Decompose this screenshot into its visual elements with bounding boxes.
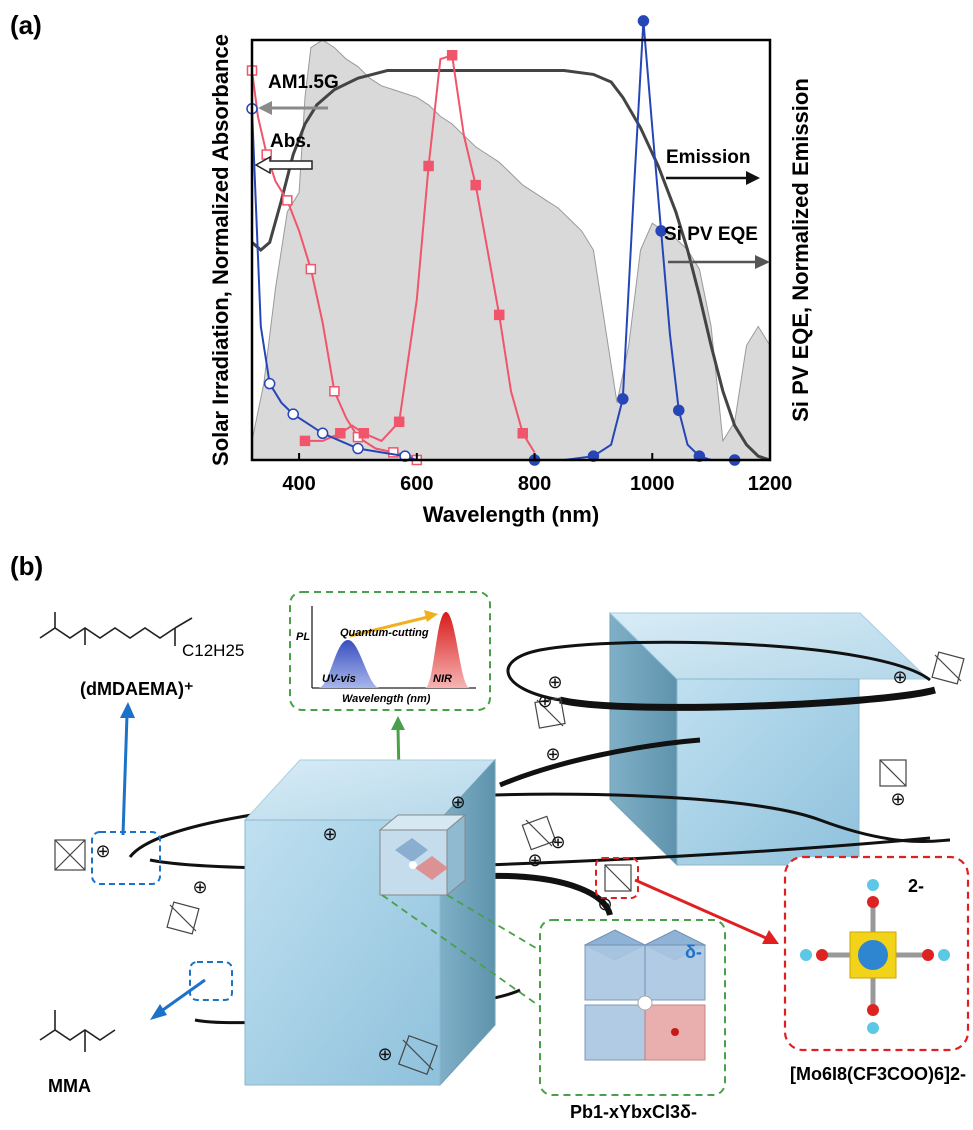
series-2-point [388, 447, 399, 458]
plus-charge-icon: ⊕ [95, 841, 110, 861]
plus-charge-icon: ⊕ [550, 832, 565, 852]
series-line-3 [305, 53, 536, 453]
series-line-5 [534, 20, 770, 461]
series-4-point [316, 427, 329, 440]
lattice-subcube [378, 813, 467, 897]
am15g-arrow [258, 101, 328, 115]
plus-charge-icon: ⊕ [450, 792, 465, 812]
series-4-point [352, 442, 364, 455]
mma-arrow [150, 978, 206, 1020]
am15g-label: AM1.5G [268, 72, 339, 93]
series-4-point [263, 377, 276, 390]
plus-charge-icon: ⊕ [597, 894, 612, 914]
series-2-point [329, 386, 340, 397]
series-2-point [282, 195, 293, 206]
series-3-point [493, 309, 505, 321]
x-axis-title: Wavelength (nm) [423, 502, 599, 527]
series-5-point [637, 15, 650, 27]
series-line-4 [251, 108, 418, 461]
pbybcl-inset [539, 919, 726, 1096]
series-3-point [517, 428, 529, 439]
cation-highlight-top [91, 831, 161, 885]
mo-cluster-inset [783, 855, 970, 1052]
y-axis-title-right: Si PV EQE, Normalized Emission [788, 78, 813, 422]
mo-arrow [634, 878, 779, 944]
series-4-point [287, 408, 299, 420]
dmdaema-arrow [120, 702, 135, 836]
quantum-cutting-inset [289, 591, 491, 711]
anion-highlight [595, 857, 639, 899]
series-2-point [305, 263, 317, 275]
eqe-arrow [668, 255, 770, 269]
x-tick-label: 1000 [630, 473, 675, 495]
abs-arrow [254, 155, 313, 175]
solar-spectrum-fill [251, 39, 771, 461]
panel-a-label: (a) [10, 10, 42, 40]
plus-charge-icon: ⊕ [322, 824, 337, 844]
delta-minus-label: δ- [685, 942, 702, 962]
mo-formula-label: [Mo6I8(CF3COO)6]2- [790, 1064, 966, 1084]
plus-charge-icon: ⊕ [527, 850, 542, 870]
solar-spectrum-area [251, 39, 771, 461]
mma-structure [39, 1010, 116, 1052]
x-tick-label: 1200 [748, 473, 793, 495]
plus-charge-icon: ⊕ [890, 789, 905, 809]
plus-charge-icon: ⊕ [545, 744, 560, 764]
x-axis-ticks: 400 600 800 1000 1200 [282, 453, 792, 495]
plus-charge-icon: ⊕ [547, 672, 562, 692]
series-3-point [299, 435, 311, 447]
series-5-point [655, 225, 667, 237]
y-axis-title-left: Solar Irradiation, Normalized Absorbance [208, 34, 233, 466]
mo-charge-label: 2- [908, 876, 924, 896]
inset-title: Quantum-cutting [340, 627, 429, 639]
chart-a: 400 600 800 1000 1200 Wavelength (nm) Solar … [208, 15, 813, 527]
plus-charge-icon: ⊕ [892, 667, 907, 687]
cation-highlight-bottom [189, 961, 233, 1001]
emission-label: Emission [666, 147, 750, 168]
series-3-point [470, 179, 481, 191]
x-tick-label: 800 [518, 473, 551, 495]
series-3-point [335, 428, 346, 439]
series-line-1 [251, 69, 771, 462]
c12h25-label: C12H25 [182, 641, 244, 660]
series-3-point [423, 160, 434, 172]
series-3-point [446, 50, 458, 61]
cation-charges: ⊕⊕⊕⊕⊕⊕⊕⊕⊕⊕⊕⊕⊕ [95, 667, 907, 1064]
inset-ylabel: PL [296, 631, 310, 643]
octahedron-icons [54, 651, 965, 1075]
inset-nir-label: NIR [433, 673, 452, 685]
dmdaema-label: (dMDAEMA)⁺ [80, 679, 193, 699]
panel-b-label: (b) [10, 551, 43, 581]
eqe-label: Si PV EQE [664, 224, 758, 245]
x-tick-label: 600 [400, 473, 433, 495]
inset-xlabel: Wavelength (nm) [342, 693, 431, 705]
plus-charge-icon: ⊕ [192, 877, 207, 897]
series-5-point [673, 404, 685, 417]
abs-label: Abs. [270, 131, 311, 152]
series-3-point [393, 416, 405, 428]
pb-formula-label: Pb1-xYbxCl3δ- [570, 1102, 697, 1122]
emission-arrow [666, 171, 760, 185]
plus-charge-icon: ⊕ [537, 691, 552, 711]
dmdaema-structure [39, 612, 193, 646]
series-3-point [358, 428, 370, 439]
cube-right [608, 611, 930, 867]
plus-charge-icon: ⊕ [377, 1044, 392, 1064]
mma-label: MMA [48, 1076, 91, 1096]
inset-uv-label: UV-vis [322, 673, 356, 685]
x-tick-label: 400 [282, 473, 315, 495]
plot-frame [250, 38, 772, 462]
series-5-point [617, 393, 629, 405]
